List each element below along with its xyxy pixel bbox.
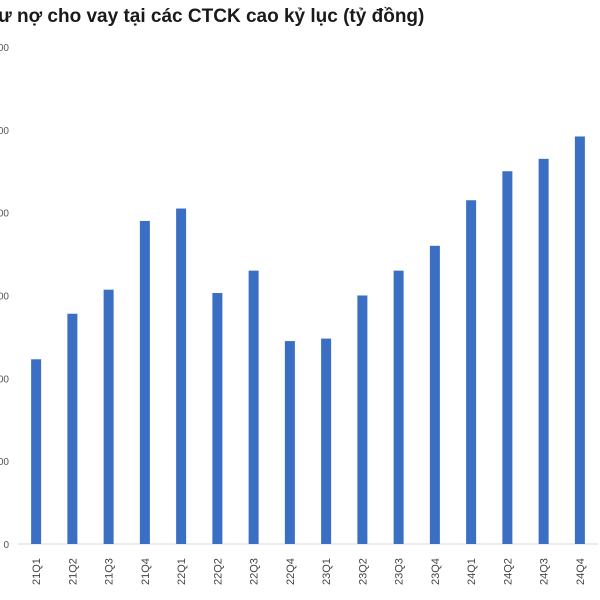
- bar-22Q4: [284, 341, 295, 544]
- y-tick-label: 00: [0, 292, 9, 303]
- x-tick-label: 21Q2: [67, 558, 79, 585]
- chart-title: ư nợ cho vay tại các CTCK cao kỷ lục (tỷ…: [0, 6, 425, 27]
- y-tick-label: 00: [0, 126, 9, 137]
- bar-22Q2: [212, 293, 223, 544]
- bar-22Q1: [176, 208, 187, 544]
- x-tick-label: 22Q1: [176, 558, 188, 585]
- bar-21Q2: [67, 313, 78, 544]
- x-tick-label: 24Q3: [539, 558, 551, 585]
- bar-24Q4: [574, 136, 585, 544]
- y-tick-label: 00: [0, 209, 9, 220]
- x-tick-label: 24Q4: [575, 558, 587, 585]
- bar-22Q3: [248, 270, 259, 544]
- x-tick-label: 23Q4: [430, 558, 442, 585]
- bar-23Q2: [357, 295, 368, 544]
- x-tick-label: 22Q4: [285, 558, 297, 585]
- bar-21Q4: [139, 220, 150, 544]
- x-tick-label: 22Q3: [249, 558, 261, 585]
- x-tick-label: 21Q3: [104, 558, 116, 585]
- x-tick-label: 24Q2: [502, 558, 514, 585]
- x-tick-label: 21Q4: [140, 558, 152, 585]
- y-tick-label: 00: [0, 374, 9, 385]
- bar-23Q1: [321, 338, 332, 544]
- bar-24Q3: [538, 158, 549, 544]
- x-tick-label: 23Q1: [321, 558, 333, 585]
- y-tick-label: 0: [3, 540, 9, 551]
- y-tick-label: 00: [0, 43, 9, 54]
- x-tick-label: 23Q3: [394, 558, 406, 585]
- bar-21Q1: [31, 359, 42, 544]
- bar-23Q4: [429, 245, 440, 545]
- bar-21Q3: [103, 289, 114, 544]
- bar-24Q2: [502, 171, 513, 544]
- x-tick-label: 22Q2: [212, 558, 224, 585]
- x-tick-label: 21Q1: [31, 558, 43, 585]
- x-tick-label: 23Q2: [357, 558, 369, 585]
- bar-23Q3: [393, 270, 404, 544]
- y-tick-label: 00: [0, 457, 9, 468]
- x-tick-label: 24Q1: [466, 558, 478, 585]
- bar-24Q1: [466, 200, 477, 544]
